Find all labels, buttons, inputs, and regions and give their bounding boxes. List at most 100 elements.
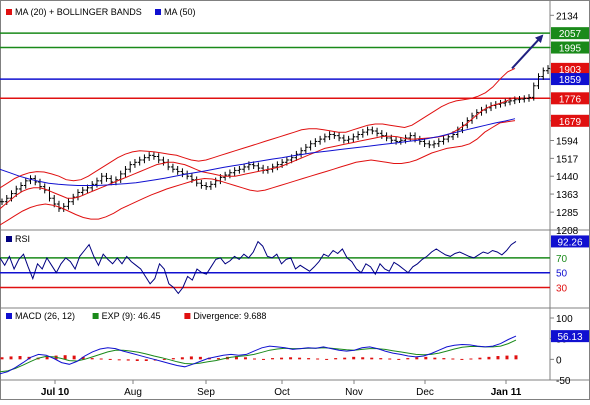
- price-level-label-1-bg: [551, 41, 589, 54]
- divergence-bar-28: [252, 358, 256, 360]
- x-axis: Jul 10 Aug Sep Oct Nov Dec Jan 11: [41, 380, 522, 398]
- macd-tick-label-0: 100: [556, 314, 573, 325]
- price-level-label-2: 1903: [559, 65, 582, 76]
- divergence-bar-0: [0, 357, 4, 360]
- divergence-bar-29: [262, 358, 266, 360]
- x-tick-label-4: Nov: [345, 387, 363, 398]
- divergence-bar-24: [216, 358, 220, 360]
- divergence-bar-12: [108, 358, 112, 360]
- price-level-label-5: 1679: [559, 117, 582, 128]
- ma50-line: [0, 118, 516, 186]
- rsi-panel: 70 50 30 92.26 RSI: [0, 234, 589, 295]
- divergence-bar-41: [370, 357, 374, 360]
- divergence-bar-14: [126, 359, 130, 361]
- divergence-bar-26: [234, 356, 238, 360]
- divergence-bar-44: [397, 358, 401, 360]
- divergence-bar-33: [298, 357, 302, 360]
- rsi-line: [0, 240, 517, 295]
- price-tick-label-7: 1440: [556, 172, 579, 183]
- divergence-bar-51: [460, 358, 464, 360]
- divergence-bar-50: [451, 358, 455, 360]
- price-level-label-0: 2057: [559, 29, 582, 40]
- legend-label-1: EXP (9): 46.45: [102, 311, 161, 321]
- divergence-bar-56: [505, 355, 509, 360]
- rsi-level-label-0-bg: [551, 235, 589, 248]
- legend-swatch-2: [184, 313, 191, 319]
- divergence-bar-15: [135, 359, 139, 361]
- price-level-label-3: 1859: [559, 75, 582, 86]
- price-tick-label-9: 1285: [556, 208, 579, 219]
- divergence-bar-21: [189, 356, 193, 360]
- legend-label-0: MACD (26, 12): [15, 311, 75, 321]
- divergence-bar-57: [514, 355, 518, 360]
- divergence-bar-35: [316, 358, 320, 360]
- divergence-bar-32: [289, 357, 293, 360]
- bollinger-upper-line: [0, 67, 516, 189]
- legend-swatch-1: [155, 9, 161, 15]
- divergence-bar-20: [180, 357, 184, 360]
- price-level-label-5-bg: [551, 114, 589, 127]
- divergence-bar-22: [198, 356, 202, 360]
- divergence-bar-40: [361, 357, 365, 360]
- price-tick-label-10: 1208: [556, 226, 579, 237]
- legend-label-2: Divergence: 9.688: [193, 311, 266, 321]
- macd-level-label-0: 56.13: [557, 332, 582, 343]
- price-tick-label-8: 1363: [556, 190, 579, 201]
- legend-label-0: RSI: [15, 234, 30, 244]
- divergence-bar-52: [469, 358, 473, 360]
- divergence-bar-34: [307, 358, 311, 360]
- ma20-line: [0, 96, 516, 210]
- x-tick-label-0: Jul 10: [41, 387, 70, 398]
- price-level-label-4: 1776: [559, 94, 582, 105]
- x-tick-label-2: Sep: [197, 387, 215, 398]
- x-tick-label-5: Dec: [416, 387, 434, 398]
- divergence-bar-7: [63, 355, 67, 360]
- divergence-bar-36: [325, 358, 329, 360]
- divergence-bar-46: [415, 357, 419, 360]
- price-panel: 2134 1995 1903 1776 1679 1594 1517 1440 1363 1285…: [0, 7, 589, 237]
- legend-swatch-0: [6, 236, 12, 242]
- divergence-bar-30: [271, 358, 275, 360]
- divergence-bar-13: [117, 359, 121, 361]
- divergence-bar-38: [343, 357, 347, 360]
- divergence-bar-27: [243, 357, 247, 360]
- macd-line: [0, 335, 517, 375]
- divergence-bar-42: [379, 358, 383, 360]
- rsi-tick-label-1: 50: [556, 269, 568, 280]
- price-level-label-1: 1995: [559, 44, 582, 55]
- x-tick-label-6: Jan 11: [491, 387, 522, 398]
- x-tick-label-3: Oct: [274, 387, 290, 398]
- rsi-level-label-0: 92.26: [557, 237, 582, 248]
- divergence-bar-47: [424, 356, 428, 360]
- legend-label-1: MA (50): [164, 7, 196, 17]
- divergence-bar-37: [334, 358, 338, 360]
- divergence-bar-1: [9, 356, 13, 360]
- divergence-bar-39: [352, 356, 356, 360]
- macd-tick-label-3: -50: [556, 376, 571, 387]
- macd-signal-line: [0, 339, 517, 373]
- divergence-bar-8: [72, 355, 76, 360]
- legend-swatch-0: [6, 9, 12, 15]
- divergence-bar-54: [487, 356, 491, 360]
- divergence-bar-9: [81, 356, 85, 360]
- divergence-bar-45: [406, 358, 410, 360]
- divergence-bar-43: [388, 358, 392, 360]
- price-tick-label-0: 2134: [556, 11, 579, 22]
- price-tick-label-5: 1594: [556, 137, 579, 148]
- legend-label-0: MA (20) + BOLLINGER BANDS: [15, 7, 142, 17]
- rsi-tick-label-0: 70: [556, 254, 568, 265]
- divergence-bar-48: [433, 357, 437, 360]
- legend-swatch-1: [92, 313, 99, 319]
- bollinger-lower-line: [0, 120, 516, 226]
- trend-arrow: [511, 34, 544, 70]
- legend-swatch-0: [6, 313, 12, 319]
- divergence-bar-31: [280, 357, 284, 360]
- price-level-label-2-bg: [551, 62, 589, 75]
- x-tick-label-1: Aug: [124, 387, 142, 398]
- macd-level-label-0-bg: [551, 330, 589, 343]
- price-tick-label-6: 1517: [556, 154, 579, 165]
- price-level-label-0-bg: [551, 27, 589, 40]
